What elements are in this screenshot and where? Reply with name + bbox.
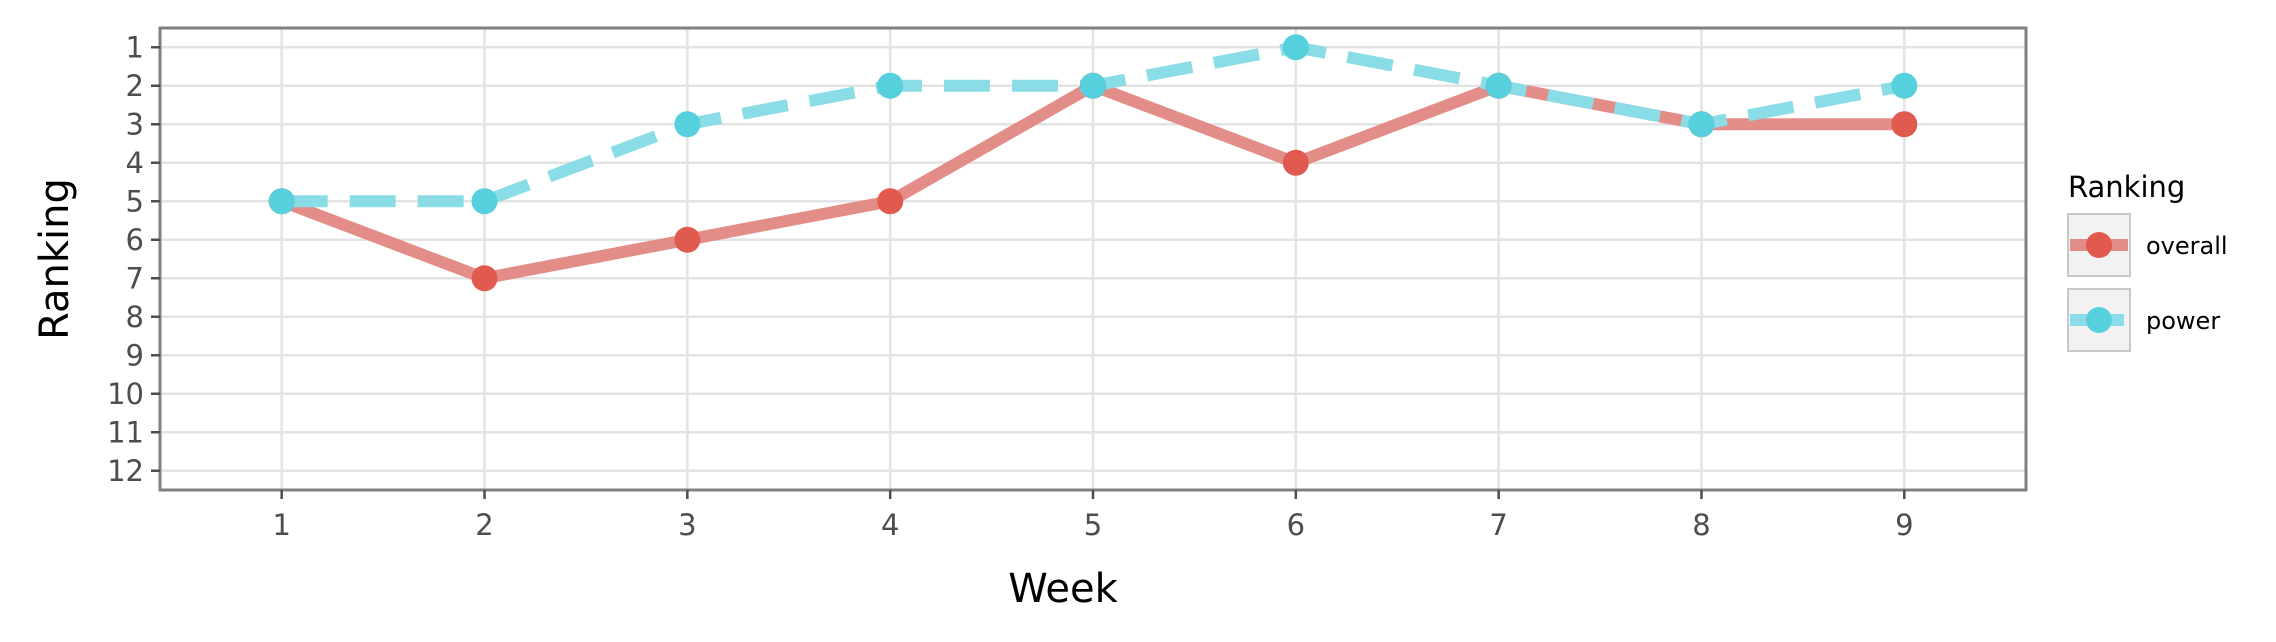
legend-key-point-overall xyxy=(2086,232,2112,258)
x-tick-label-4: 4 xyxy=(881,508,899,542)
legend-label-power: power xyxy=(2146,307,2220,335)
x-tick-label-6: 6 xyxy=(1287,508,1305,542)
point-power-week-3 xyxy=(674,111,701,138)
grid-lines xyxy=(160,28,2026,490)
y-tick-label-2: 2 xyxy=(126,69,144,103)
point-power-week-9 xyxy=(1891,72,1918,99)
x-tick-label-2: 2 xyxy=(475,508,493,542)
point-power-week-7 xyxy=(1485,72,1512,99)
legend-title: Ranking xyxy=(2068,170,2185,204)
series-layer xyxy=(268,34,1918,292)
point-power-week-6 xyxy=(1282,34,1309,61)
point-overall-week-6 xyxy=(1282,149,1309,176)
point-overall-week-2 xyxy=(471,265,498,292)
y-tick-label-1: 1 xyxy=(126,30,144,64)
x-tick-label-5: 5 xyxy=(1084,508,1102,542)
y-tick-label-7: 7 xyxy=(126,261,144,295)
y-axis-title: Ranking xyxy=(32,178,78,340)
y-tick-label-10: 10 xyxy=(107,377,144,411)
legend-label-overall: overall xyxy=(2146,232,2228,260)
y-tick-label-8: 8 xyxy=(126,300,144,334)
x-tick-label-7: 7 xyxy=(1489,508,1507,542)
point-overall-week-4 xyxy=(877,188,904,215)
x-tick-label-8: 8 xyxy=(1692,508,1710,542)
point-power-week-1 xyxy=(268,188,295,215)
x-tick-label-9: 9 xyxy=(1895,508,1913,542)
point-power-week-2 xyxy=(471,188,498,215)
y-tick-label-6: 6 xyxy=(126,223,144,257)
x-tick-label-3: 3 xyxy=(678,508,696,542)
legend-key-point-power xyxy=(2086,307,2112,333)
point-power-week-5 xyxy=(1080,72,1106,99)
y-tick-label-5: 5 xyxy=(126,184,144,218)
y-tick-label-12: 12 xyxy=(107,454,144,488)
x-axis-title: Week xyxy=(1008,566,1118,612)
point-power-week-8 xyxy=(1688,111,1715,138)
y-tick-label-11: 11 xyxy=(107,415,144,449)
point-overall-week-9 xyxy=(1891,111,1918,138)
point-overall-week-3 xyxy=(674,226,701,253)
y-tick-label-9: 9 xyxy=(126,338,144,372)
x-axis-ticks: 1 2 3 4 5 6 7 8 9 xyxy=(272,490,1914,542)
legend: Ranking overall power xyxy=(2067,170,2228,352)
y-tick-label-3: 3 xyxy=(126,107,144,141)
y-tick-label-4: 4 xyxy=(126,146,144,180)
x-tick-label-1: 1 xyxy=(272,508,290,542)
point-power-week-4 xyxy=(877,72,904,99)
